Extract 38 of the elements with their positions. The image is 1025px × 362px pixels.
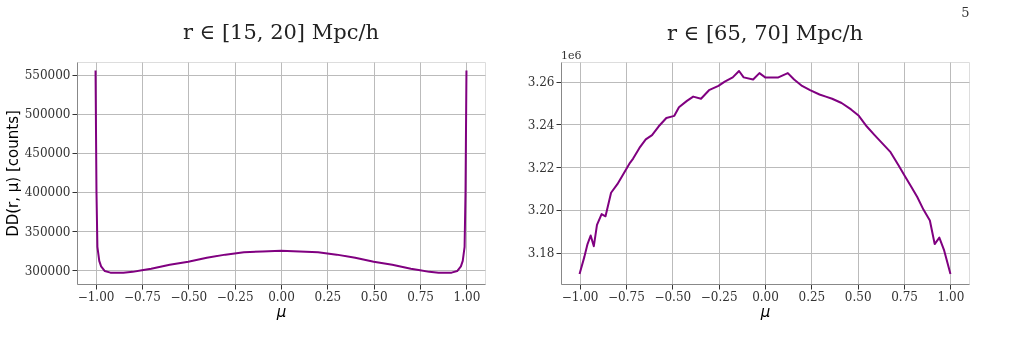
line-series xyxy=(94,69,468,274)
chart-title: r ∈ [15, 20] Mpc/h xyxy=(182,20,380,44)
x-tick-label: 0.50 xyxy=(844,289,872,304)
x-tick-label: 1.00 xyxy=(937,289,965,304)
y-tick-label: 450000 xyxy=(24,146,71,161)
x-tick-label: 0.00 xyxy=(752,289,779,304)
x-axis-title: μ xyxy=(275,302,287,321)
x-tick-label: 0.50 xyxy=(360,289,388,304)
y-tick-label: 3.26 xyxy=(527,75,555,90)
x-tick-label: 1.00 xyxy=(453,289,481,304)
y-tick-label: 550000 xyxy=(24,68,71,83)
x-tick-label: −0.50 xyxy=(654,289,692,304)
x-tick-label: 0.25 xyxy=(798,289,826,304)
x-tick-label: 0.75 xyxy=(407,289,434,304)
line-series xyxy=(578,69,952,275)
y-axis-title: DD(r, μ) [counts] xyxy=(3,110,22,237)
x-tick-label: −0.75 xyxy=(608,289,645,304)
text: 5 xyxy=(961,4,970,20)
x-tick-label: −1.00 xyxy=(77,289,115,304)
y-tick-label: 400000 xyxy=(24,185,71,200)
chart-title: r ∈ [65, 70] Mpc/h xyxy=(666,21,864,45)
y-tick-label: 3.18 xyxy=(527,246,555,261)
x-tick-label: 0.25 xyxy=(314,289,342,304)
y-tick-label: 3.22 xyxy=(527,160,555,175)
x-tick-label: −1.00 xyxy=(561,289,599,304)
text: 1e6 xyxy=(561,49,582,62)
y-tick-label: 3.20 xyxy=(527,203,555,218)
x-tick-label: −0.25 xyxy=(700,289,738,304)
y-tick-label: 350000 xyxy=(24,224,71,239)
x-tick-label: −0.75 xyxy=(124,289,161,304)
x-tick-label: 0.75 xyxy=(891,289,918,304)
y-tick-label: 300000 xyxy=(24,263,71,278)
y-tick-label: 3.24 xyxy=(527,117,555,132)
y-tick-label: 500000 xyxy=(24,107,71,122)
x-tick-label: −0.25 xyxy=(216,289,254,304)
x-tick-label: −0.50 xyxy=(170,289,208,304)
x-tick-label: 0.00 xyxy=(268,289,295,304)
x-axis-title: μ xyxy=(759,302,771,321)
